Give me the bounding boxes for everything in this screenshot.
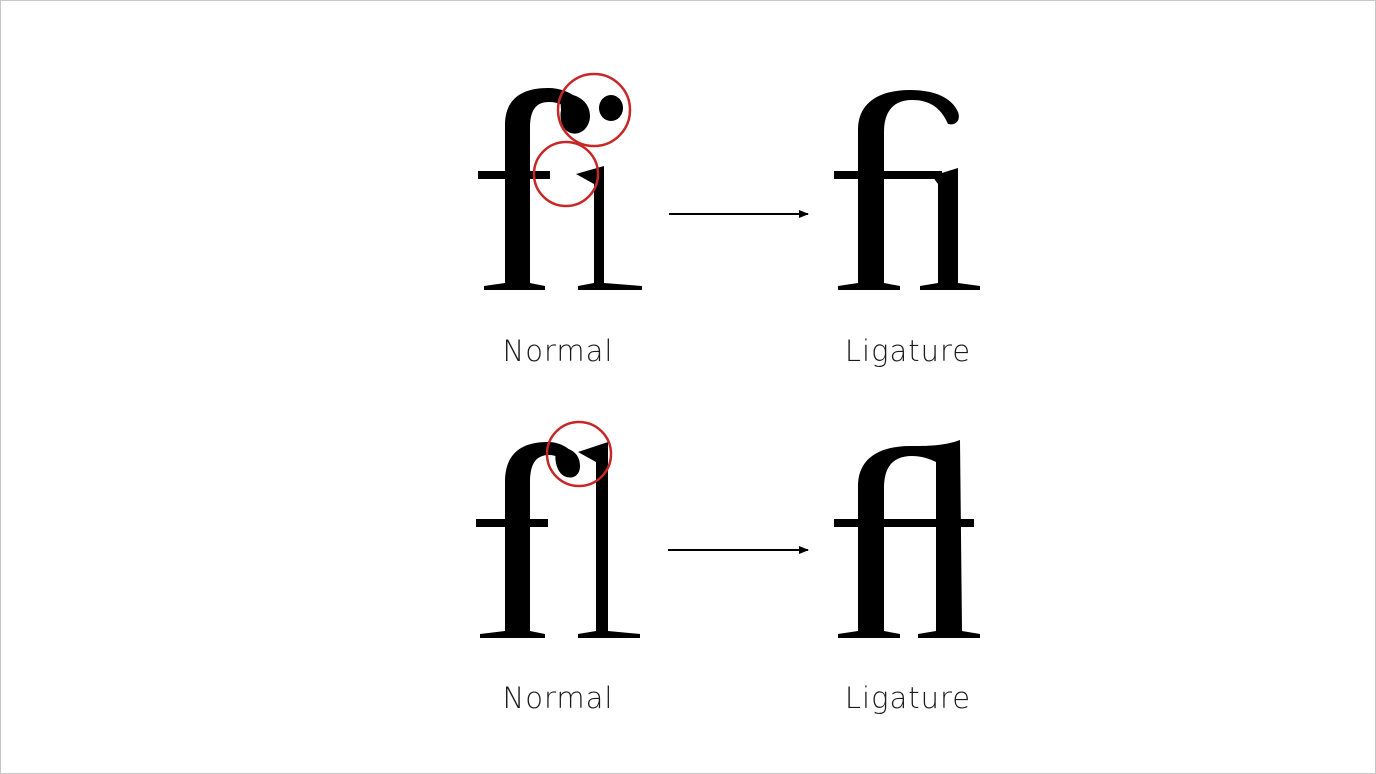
caption-ligature-fl: Ligature <box>844 681 972 715</box>
caption-normal-fi: Normal <box>502 334 614 368</box>
glyph-fl-ligature <box>834 440 980 638</box>
highlight-circle-f-l-join <box>545 420 613 488</box>
glyph-i-normal <box>576 95 642 290</box>
highlight-circle-f-i-join <box>532 140 600 208</box>
caption-ligature-fi: Ligature <box>844 334 972 368</box>
glyph-fi-ligature <box>834 90 980 290</box>
row-fi <box>478 72 980 290</box>
glyph-l-normal <box>578 442 640 638</box>
highlight-circle-f-terminal-dot <box>556 72 632 148</box>
caption-normal-fl: Normal <box>502 681 614 715</box>
glyph-f-normal <box>478 88 590 290</box>
row-fl <box>476 420 980 638</box>
glyph-f-normal-2 <box>476 442 580 638</box>
